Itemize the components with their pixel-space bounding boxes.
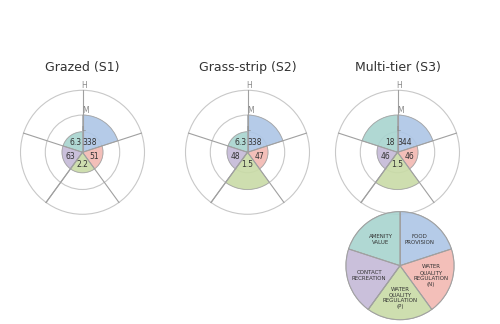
- Wedge shape: [82, 115, 118, 152]
- Text: H: H: [396, 81, 402, 90]
- Wedge shape: [227, 146, 248, 169]
- Wedge shape: [377, 146, 398, 169]
- Wedge shape: [400, 249, 454, 309]
- Text: 63: 63: [66, 152, 76, 161]
- Title: Grass-strip (S2): Grass-strip (S2): [198, 61, 296, 74]
- Wedge shape: [248, 115, 283, 152]
- Wedge shape: [63, 132, 82, 152]
- Text: 338: 338: [82, 138, 97, 147]
- Text: WATER
QUALITY
REGULATION
(P): WATER QUALITY REGULATION (P): [382, 287, 418, 309]
- Text: L: L: [397, 126, 400, 132]
- Text: 344: 344: [398, 138, 412, 147]
- Wedge shape: [62, 146, 82, 169]
- Wedge shape: [248, 146, 268, 169]
- Title: Multi-tier (S3): Multi-tier (S3): [354, 61, 440, 74]
- Text: L: L: [247, 126, 250, 132]
- Text: 46: 46: [404, 152, 414, 161]
- Text: 6.3: 6.3: [69, 138, 82, 147]
- Text: 48: 48: [231, 152, 240, 161]
- Wedge shape: [398, 115, 433, 152]
- Text: AMENITY
VALUE: AMENITY VALUE: [369, 234, 393, 245]
- Text: M: M: [397, 106, 404, 115]
- Text: CONTACT
RECREATION: CONTACT RECREATION: [352, 270, 386, 281]
- Text: 51: 51: [90, 152, 99, 161]
- Text: L: L: [82, 126, 86, 132]
- Text: 6.3: 6.3: [234, 138, 246, 147]
- Wedge shape: [346, 249, 400, 309]
- Wedge shape: [398, 146, 418, 169]
- Text: 18: 18: [386, 138, 395, 147]
- Text: M: M: [247, 106, 254, 115]
- Text: 1.5: 1.5: [392, 160, 404, 169]
- Wedge shape: [82, 146, 103, 169]
- Text: WATER
QUALITY
REGULATION
(N): WATER QUALITY REGULATION (N): [414, 264, 448, 287]
- Wedge shape: [228, 132, 248, 152]
- Wedge shape: [70, 152, 94, 173]
- Text: 47: 47: [254, 152, 264, 161]
- Text: M: M: [82, 106, 88, 115]
- Text: FOOD
PROVISION: FOOD PROVISION: [404, 234, 434, 245]
- Text: H: H: [82, 81, 87, 90]
- Wedge shape: [362, 115, 398, 152]
- Text: H: H: [246, 81, 252, 90]
- Text: 46: 46: [381, 152, 390, 161]
- Text: 1.5: 1.5: [242, 160, 254, 169]
- Wedge shape: [400, 212, 452, 266]
- Wedge shape: [376, 152, 420, 190]
- Wedge shape: [368, 266, 432, 320]
- Wedge shape: [348, 212, 400, 266]
- Title: Grazed (S1): Grazed (S1): [45, 61, 120, 74]
- Text: 338: 338: [248, 138, 262, 147]
- Text: 2.2: 2.2: [76, 160, 88, 169]
- Wedge shape: [226, 152, 270, 190]
